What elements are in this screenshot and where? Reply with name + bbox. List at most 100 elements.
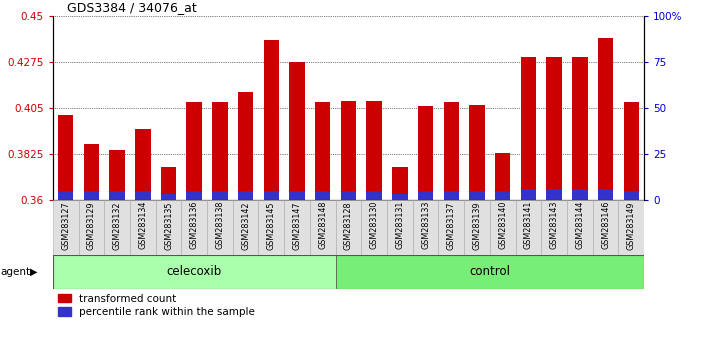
Bar	[413, 200, 439, 255]
Bar	[135, 191, 151, 200]
Bar	[572, 57, 588, 200]
Bar	[439, 200, 464, 255]
Text: GSM283145: GSM283145	[267, 201, 276, 250]
Text: GSM283128: GSM283128	[344, 201, 353, 250]
Bar	[315, 102, 330, 200]
Bar	[444, 102, 459, 200]
Bar	[233, 200, 258, 255]
Bar	[367, 191, 382, 200]
Bar	[53, 255, 336, 289]
Text: GSM283147: GSM283147	[293, 201, 301, 250]
Bar	[341, 191, 356, 200]
Bar	[212, 102, 227, 200]
Bar	[238, 191, 253, 200]
Bar	[392, 167, 408, 200]
Bar	[109, 191, 125, 200]
Bar	[367, 101, 382, 200]
Legend: transformed count, percentile rank within the sample: transformed count, percentile rank withi…	[58, 294, 255, 317]
Bar	[79, 200, 104, 255]
Text: GSM283141: GSM283141	[524, 201, 533, 250]
Bar	[161, 194, 176, 200]
Bar	[207, 200, 233, 255]
Bar	[598, 189, 613, 200]
Bar	[418, 106, 434, 200]
Bar	[593, 200, 618, 255]
Bar	[84, 191, 99, 200]
Bar	[392, 194, 408, 200]
Bar	[161, 167, 176, 200]
Text: GSM283137: GSM283137	[447, 201, 455, 250]
Bar	[495, 153, 510, 200]
Bar	[258, 200, 284, 255]
Text: GSM283130: GSM283130	[370, 201, 379, 250]
Bar	[464, 200, 490, 255]
Bar	[310, 200, 336, 255]
Bar	[444, 191, 459, 200]
Bar	[182, 200, 207, 255]
Bar	[156, 200, 182, 255]
Text: GSM283135: GSM283135	[164, 201, 173, 250]
Bar	[418, 191, 434, 200]
Bar	[187, 191, 202, 200]
Bar	[624, 102, 639, 200]
Bar	[470, 191, 485, 200]
Bar	[135, 130, 151, 200]
Bar	[58, 191, 73, 200]
Text: GSM283142: GSM283142	[241, 201, 250, 250]
Bar	[624, 191, 639, 200]
Text: GSM283149: GSM283149	[627, 201, 636, 250]
Bar	[546, 57, 562, 200]
Bar	[84, 144, 99, 200]
Bar	[470, 105, 485, 200]
Bar	[541, 200, 567, 255]
Bar	[546, 189, 562, 200]
Bar	[521, 189, 536, 200]
Text: GSM283132: GSM283132	[113, 201, 122, 250]
Bar	[572, 189, 588, 200]
Bar	[104, 200, 130, 255]
Bar	[495, 191, 510, 200]
Text: GSM283143: GSM283143	[550, 201, 559, 250]
Text: GSM283136: GSM283136	[189, 201, 199, 250]
Text: GSM283146: GSM283146	[601, 201, 610, 250]
Text: GSM283139: GSM283139	[472, 201, 482, 250]
Bar	[598, 39, 613, 200]
Bar	[341, 101, 356, 200]
Bar	[238, 92, 253, 200]
Text: agent: agent	[1, 267, 31, 277]
Bar	[58, 115, 73, 200]
Text: GSM283144: GSM283144	[575, 201, 584, 250]
Bar	[130, 200, 156, 255]
Bar	[515, 200, 541, 255]
Bar	[490, 200, 515, 255]
Bar	[618, 200, 644, 255]
Text: GSM283129: GSM283129	[87, 201, 96, 250]
Bar	[336, 200, 361, 255]
Text: ▶: ▶	[30, 267, 37, 277]
Text: GSM283148: GSM283148	[318, 201, 327, 250]
Bar	[387, 200, 413, 255]
Text: GSM283134: GSM283134	[138, 201, 147, 250]
Bar	[284, 200, 310, 255]
Bar	[315, 191, 330, 200]
Text: GSM283140: GSM283140	[498, 201, 508, 250]
Bar	[109, 150, 125, 200]
Bar	[361, 200, 387, 255]
Bar	[187, 102, 202, 200]
Bar	[263, 191, 279, 200]
Bar	[289, 191, 305, 200]
Bar	[567, 200, 593, 255]
Bar	[289, 62, 305, 200]
Text: GSM283127: GSM283127	[61, 201, 70, 250]
Text: GSM283133: GSM283133	[421, 201, 430, 250]
Bar	[521, 57, 536, 200]
Text: GDS3384 / 34076_at: GDS3384 / 34076_at	[67, 1, 196, 14]
Text: GSM283131: GSM283131	[396, 201, 404, 250]
Bar	[263, 40, 279, 200]
Text: GSM283138: GSM283138	[215, 201, 225, 250]
Text: celecoxib: celecoxib	[167, 265, 222, 278]
Bar	[336, 255, 644, 289]
Bar	[53, 200, 79, 255]
Text: control: control	[470, 265, 510, 278]
Bar	[212, 191, 227, 200]
